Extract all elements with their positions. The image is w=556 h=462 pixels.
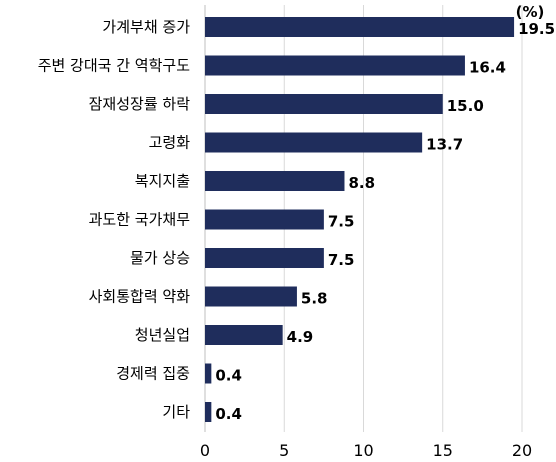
category-label: 물가 상승 bbox=[130, 249, 190, 267]
category-label: 복지지출 bbox=[135, 172, 190, 190]
x-tick-label: 10 bbox=[353, 441, 373, 460]
value-label: 0.4 bbox=[215, 405, 242, 423]
category-label: 기타 bbox=[162, 403, 190, 421]
bar bbox=[205, 325, 283, 345]
value-label: 5.8 bbox=[301, 290, 328, 308]
bar bbox=[205, 132, 423, 153]
bar-layer bbox=[205, 17, 515, 422]
value-label: 7.5 bbox=[328, 213, 355, 231]
bar bbox=[205, 171, 345, 191]
x-tick-label: 15 bbox=[433, 441, 453, 460]
value-label: 4.9 bbox=[287, 328, 314, 346]
bar bbox=[205, 363, 212, 384]
category-label: 과도한 국가채무 bbox=[89, 211, 191, 229]
value-label: 19.5 bbox=[518, 20, 555, 38]
category-label: 사회통합력 약화 bbox=[89, 288, 191, 306]
x-tick-label: 0 bbox=[200, 441, 210, 460]
category-label: 청년실업 bbox=[135, 326, 190, 344]
category-label: 잠재성장률 하락 bbox=[89, 95, 191, 113]
value-label: 16.4 bbox=[469, 59, 506, 77]
label-layer: 0 5 10 15 20 가계부채 증가 19.5 주변 강대국 간 역학구도 16.4 잠재성장… bbox=[38, 18, 555, 460]
bar bbox=[205, 286, 297, 307]
bar bbox=[205, 209, 324, 230]
bar bbox=[205, 402, 212, 422]
x-tick-label: 20 bbox=[512, 441, 532, 460]
value-label: 7.5 bbox=[328, 251, 355, 269]
value-label: 8.8 bbox=[348, 174, 375, 192]
value-label: 0.4 bbox=[215, 367, 242, 385]
bar bbox=[205, 94, 443, 114]
bar bbox=[205, 248, 324, 268]
category-label: 경제력 집중 bbox=[116, 365, 190, 383]
value-label: 15.0 bbox=[447, 97, 484, 115]
category-label: 가계부채 증가 bbox=[102, 18, 190, 36]
bar bbox=[205, 17, 515, 37]
category-label: 주변 강대국 간 역학구도 bbox=[38, 57, 191, 75]
category-label: 고령화 bbox=[149, 134, 191, 152]
unit-label: (%) bbox=[516, 3, 545, 21]
bar bbox=[205, 55, 465, 76]
value-label: 13.7 bbox=[426, 136, 463, 154]
x-tick-label: 5 bbox=[279, 441, 289, 460]
